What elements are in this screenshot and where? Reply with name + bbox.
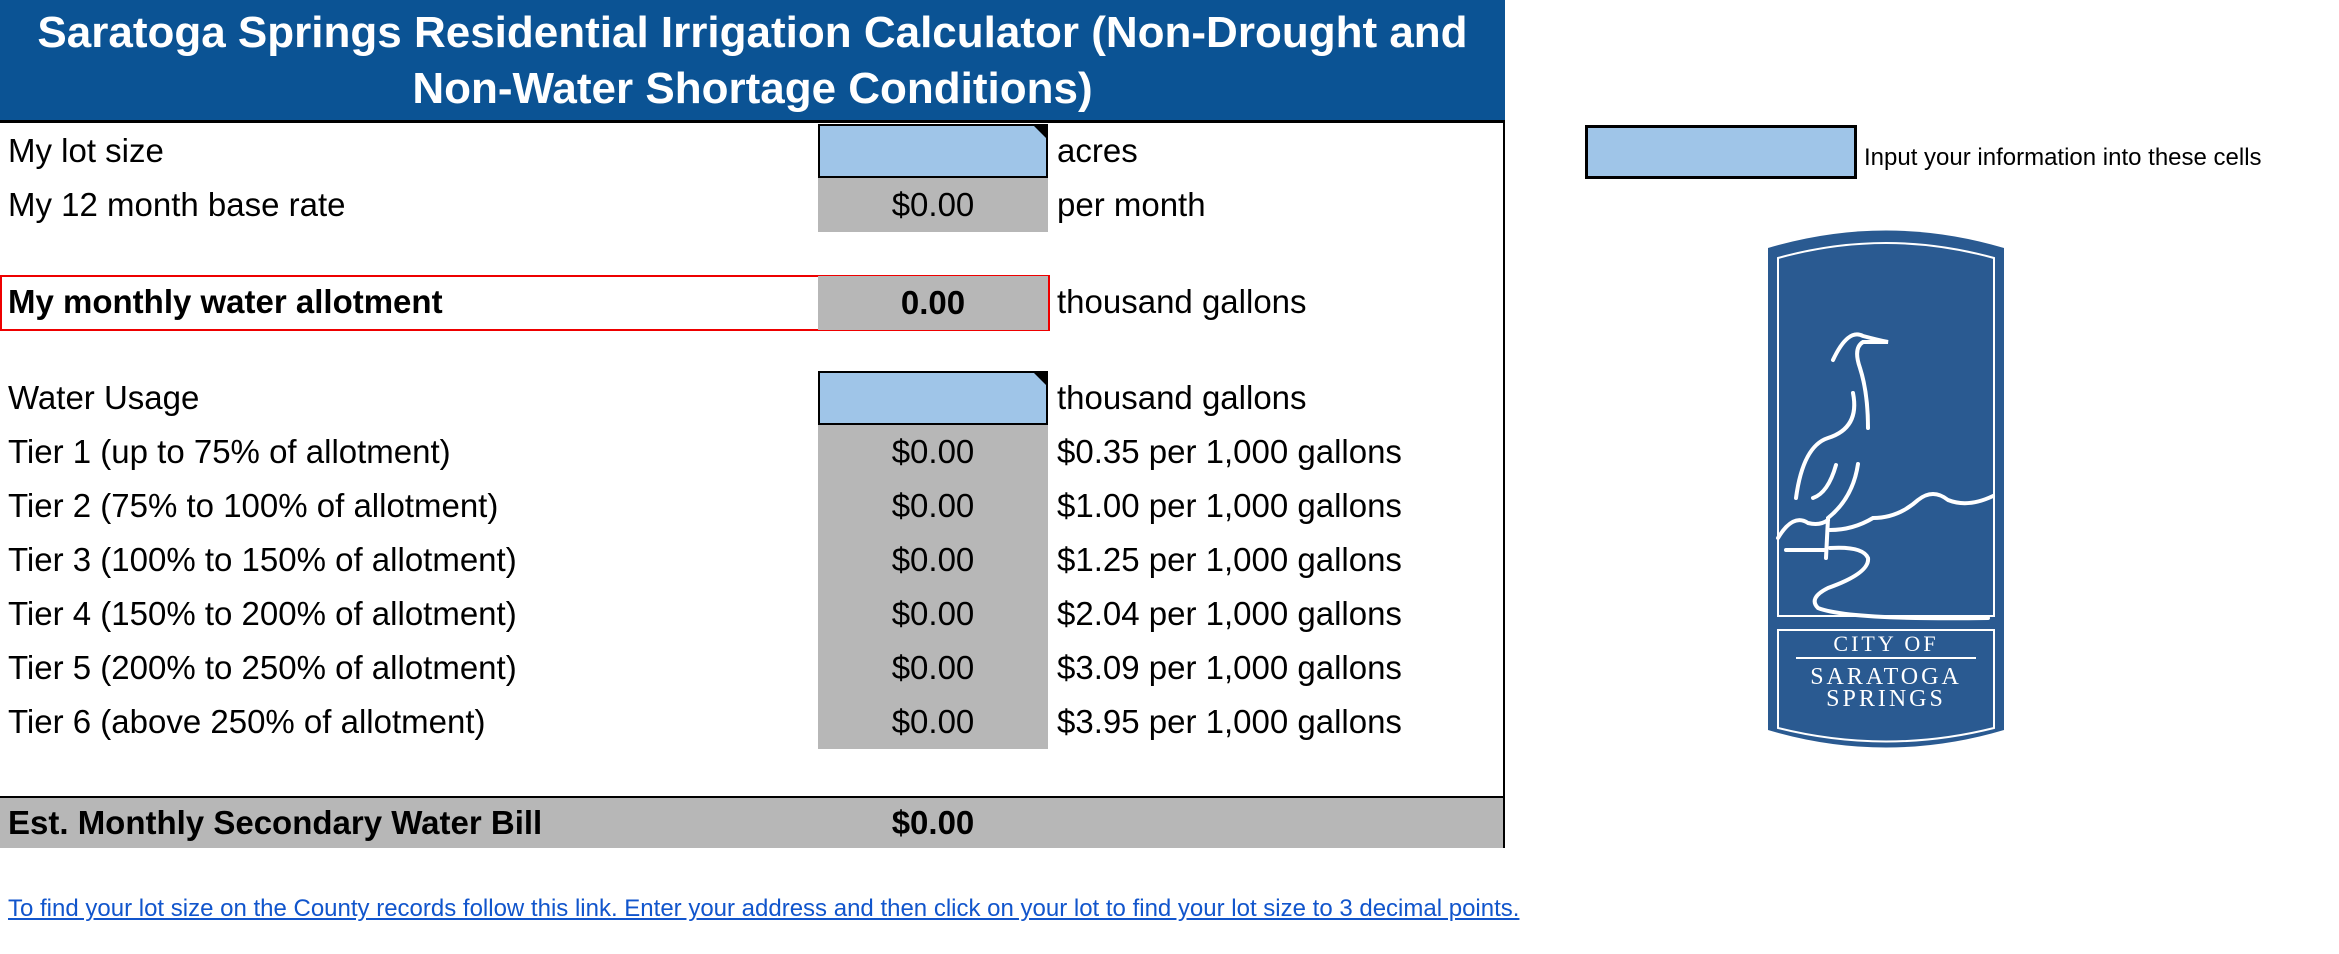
logo-text-springs: SPRINGS: [1826, 686, 1946, 712]
tier-rate: $1.25 per 1,000 gallons: [1057, 541, 1402, 578]
tier-rate: $3.95 per 1,000 gallons: [1057, 703, 1402, 740]
base-rate-row: My 12 month base rate $0.00 per month: [0, 178, 1503, 232]
allotment-highlight: [0, 275, 1050, 331]
tier-value: $0.00: [818, 533, 1048, 587]
water-usage-unit: thousand gallons: [1057, 379, 1307, 416]
calculator-table: My lot size acres My 12 month base rate …: [0, 123, 1505, 848]
tier-value: $0.00: [818, 695, 1048, 749]
tier-value: $0.00: [818, 479, 1048, 533]
tier-label: Tier 5 (200% to 250% of allotment): [8, 649, 517, 686]
tier-value: $0.00: [818, 425, 1048, 479]
bill-row: Est. Monthly Secondary Water Bill $0.00: [0, 796, 1503, 848]
base-rate-unit: per month: [1057, 186, 1206, 223]
lot-size-label: My lot size: [8, 132, 164, 169]
base-rate-label: My 12 month base rate: [8, 186, 346, 223]
allotment-value: 0.00: [818, 276, 1048, 330]
tier-value: $0.00: [818, 641, 1048, 695]
tier-row: Tier 6 (above 250% of allotment) $0.00 $…: [0, 695, 1503, 749]
allotment-row: My monthly water allotment 0.00 thousand…: [0, 275, 1503, 331]
tier-label: Tier 4 (150% to 200% of allotment): [8, 595, 517, 632]
tier-label: Tier 3 (100% to 150% of allotment): [8, 541, 517, 578]
allotment-unit: thousand gallons: [1057, 283, 1307, 320]
tier-row: Tier 5 (200% to 250% of allotment) $0.00…: [0, 641, 1503, 695]
tier-value: $0.00: [818, 587, 1048, 641]
allotment-label: My monthly water allotment: [8, 283, 443, 320]
lot-size-unit: acres: [1057, 132, 1138, 169]
tier-label: Tier 6 (above 250% of allotment): [8, 703, 486, 740]
tier-row: Tier 1 (up to 75% of allotment) $0.00 $0…: [0, 425, 1503, 479]
tier-rate: $0.35 per 1,000 gallons: [1057, 433, 1402, 470]
input-legend-text: Input your information into these cells: [1864, 144, 2262, 171]
input-legend-swatch: [1585, 125, 1857, 179]
tier-row: Tier 2 (75% to 100% of allotment) $0.00 …: [0, 479, 1503, 533]
logo-text-city-of: CITY OF: [1833, 631, 1938, 656]
tier-row: Tier 3 (100% to 150% of allotment) $0.00…: [0, 533, 1503, 587]
tier-rate: $2.04 per 1,000 gallons: [1057, 595, 1402, 632]
water-usage-row: Water Usage thousand gallons: [0, 371, 1503, 425]
water-usage-label: Water Usage: [8, 379, 200, 416]
bill-value: $0.00: [818, 798, 1048, 848]
tier-label: Tier 2 (75% to 100% of allotment): [8, 487, 499, 524]
tier-row: Tier 4 (150% to 200% of allotment) $0.00…: [0, 587, 1503, 641]
logo-text-saratoga: SARATOGA: [1810, 664, 1962, 690]
base-rate-value: $0.00: [818, 178, 1048, 232]
lot-size-input[interactable]: [818, 124, 1048, 178]
bill-label: Est. Monthly Secondary Water Bill: [8, 804, 543, 841]
tier-rate: $3.09 per 1,000 gallons: [1057, 649, 1402, 686]
page-title: Saratoga Springs Residential Irrigation …: [0, 0, 1505, 123]
lot-size-row: My lot size acres: [0, 124, 1503, 178]
county-records-link[interactable]: To find your lot size on the County reco…: [8, 895, 1520, 922]
tier-rate: $1.00 per 1,000 gallons: [1057, 487, 1402, 524]
city-logo: CITY OF SARATOGA SPRINGS: [1768, 230, 2004, 748]
water-usage-input[interactable]: [818, 371, 1048, 425]
tier-label: Tier 1 (up to 75% of allotment): [8, 433, 451, 470]
